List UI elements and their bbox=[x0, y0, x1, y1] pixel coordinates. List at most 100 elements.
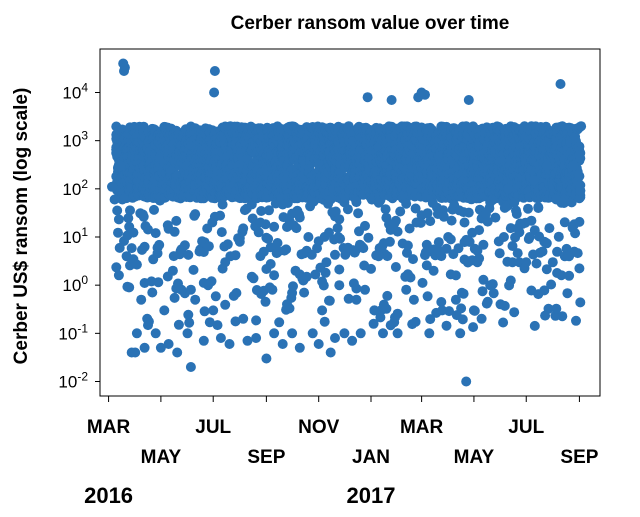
data-point bbox=[111, 262, 122, 273]
x-tick-label: JAN bbox=[352, 447, 390, 468]
data-points bbox=[107, 58, 587, 387]
year-label: 2016 bbox=[84, 483, 133, 508]
data-point bbox=[351, 197, 362, 208]
data-point bbox=[382, 251, 393, 262]
data-point bbox=[334, 214, 345, 225]
data-point bbox=[113, 270, 124, 281]
data-point bbox=[463, 207, 474, 218]
data-point bbox=[402, 247, 412, 258]
data-point bbox=[463, 95, 474, 105]
data-point bbox=[380, 204, 391, 215]
data-point bbox=[432, 209, 443, 219]
data-point bbox=[313, 339, 324, 349]
data-point bbox=[324, 227, 334, 238]
data-point bbox=[274, 317, 285, 328]
data-point bbox=[294, 212, 305, 223]
data-point bbox=[172, 347, 183, 358]
data-point bbox=[433, 237, 444, 248]
data-point bbox=[476, 313, 487, 324]
data-point bbox=[303, 232, 314, 242]
data-point bbox=[369, 305, 380, 316]
data-point bbox=[408, 294, 419, 305]
data-point bbox=[485, 280, 496, 291]
data-point bbox=[342, 204, 353, 215]
x-tick-label: MAY bbox=[454, 447, 495, 468]
data-point bbox=[490, 212, 501, 223]
data-point bbox=[230, 250, 241, 261]
data-point bbox=[171, 215, 182, 226]
data-point bbox=[390, 262, 401, 272]
data-point bbox=[480, 209, 491, 219]
data-point bbox=[139, 342, 150, 353]
data-point bbox=[424, 328, 435, 339]
data-point bbox=[318, 280, 329, 291]
data-point bbox=[495, 299, 506, 310]
data-point bbox=[541, 160, 552, 171]
data-point bbox=[115, 160, 126, 171]
x-tick-label: MAR bbox=[400, 417, 444, 438]
data-point bbox=[301, 271, 312, 282]
data-point bbox=[511, 209, 522, 219]
data-point bbox=[557, 311, 568, 322]
data-point bbox=[524, 232, 535, 242]
data-point bbox=[533, 203, 544, 213]
data-point bbox=[319, 316, 330, 327]
data-point bbox=[574, 171, 585, 182]
data-point bbox=[474, 225, 485, 236]
data-point bbox=[408, 254, 418, 265]
y-tick-label: 10-1 bbox=[58, 321, 88, 343]
data-point bbox=[384, 236, 395, 247]
data-point bbox=[472, 257, 483, 268]
data-point bbox=[537, 246, 548, 257]
data-point bbox=[363, 232, 374, 243]
data-point bbox=[334, 264, 345, 275]
data-point bbox=[209, 87, 220, 98]
data-point bbox=[113, 227, 123, 238]
y-tick-label: 101 bbox=[62, 225, 88, 247]
data-point bbox=[247, 213, 258, 224]
data-point bbox=[555, 79, 566, 89]
x-tick-label: NOV bbox=[298, 417, 340, 438]
data-point bbox=[529, 320, 540, 331]
data-point bbox=[263, 233, 274, 244]
chart-title: Cerber ransom value over time bbox=[231, 13, 510, 34]
data-point bbox=[217, 199, 228, 210]
data-point bbox=[269, 328, 280, 339]
data-point bbox=[505, 275, 516, 286]
data-point bbox=[291, 223, 302, 234]
year-labels: 2016 2017 bbox=[84, 483, 395, 508]
data-point bbox=[553, 231, 564, 242]
data-point bbox=[163, 339, 174, 349]
data-point bbox=[194, 246, 205, 257]
data-point bbox=[185, 284, 196, 295]
data-point bbox=[332, 223, 343, 233]
data-point bbox=[183, 309, 194, 320]
data-point bbox=[220, 257, 231, 268]
data-point bbox=[198, 335, 209, 346]
data-point bbox=[455, 328, 466, 339]
data-point bbox=[392, 328, 403, 339]
data-point bbox=[139, 241, 150, 252]
data-point bbox=[253, 227, 264, 238]
data-point bbox=[351, 294, 362, 305]
data-point bbox=[159, 305, 170, 316]
data-point bbox=[546, 279, 557, 290]
data-point bbox=[111, 148, 122, 159]
data-point bbox=[246, 271, 257, 282]
data-point bbox=[261, 353, 272, 364]
data-point bbox=[251, 333, 262, 343]
data-point bbox=[514, 227, 525, 238]
data-point bbox=[107, 181, 117, 192]
data-point bbox=[401, 284, 412, 295]
data-point bbox=[468, 305, 479, 316]
data-point bbox=[498, 317, 509, 328]
data-point bbox=[269, 270, 280, 281]
data-point bbox=[125, 205, 135, 216]
data-point bbox=[334, 280, 345, 291]
data-point bbox=[343, 293, 354, 304]
data-point bbox=[529, 175, 539, 186]
data-point bbox=[282, 299, 292, 310]
data-point bbox=[353, 208, 364, 219]
data-point bbox=[264, 205, 274, 216]
